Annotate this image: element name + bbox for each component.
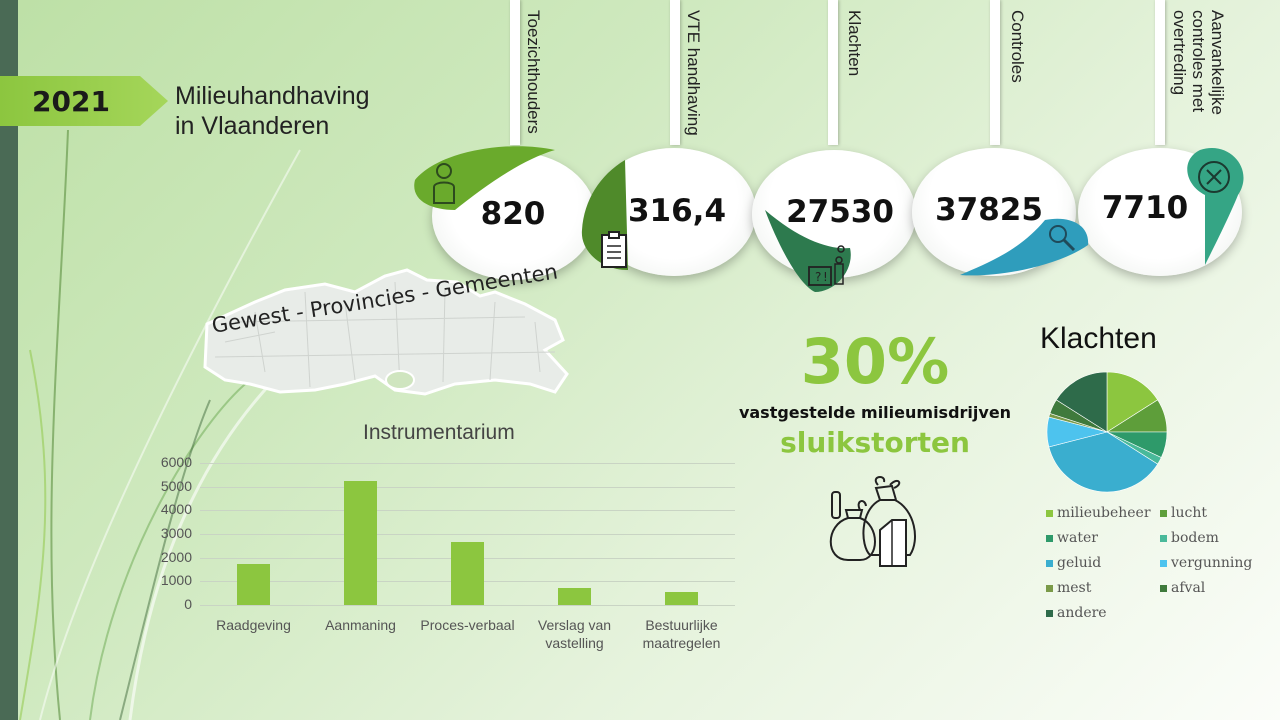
pie-legend-label: bodem [1171,530,1219,546]
hanger-aanvankelijke [1155,0,1165,145]
page-title-line1: Milieuhandhaving [175,82,370,110]
pie-legend-label: afval [1171,580,1206,596]
x-circle-icon [1198,161,1230,193]
stat-swoosh-toezichthouders [414,146,555,210]
magnifier-icon [1049,225,1076,252]
bar-chart-xlabel: Bestuurlijke maatregelen [642,617,721,651]
pie-legend-label: milieubeheer [1057,505,1151,521]
pie-legend-swatch [1046,534,1053,542]
page-title-line2: in Vlaanderen [175,112,330,140]
flanders-map [203,268,569,396]
bar-chart-gridline [200,534,735,535]
stat-value-toezichthouders: 820 [480,196,546,232]
pie-legend-label: andere [1057,605,1107,621]
bar-chart-gridline [200,605,735,606]
stat-swoosh-controles [960,218,1089,276]
bar-chart-ytick: 2000 [160,548,192,565]
pie-slice-geluid [1048,431,1159,493]
bar-chart-ytick: 3000 [160,525,192,541]
bar-chart-bar [237,563,270,605]
person-icon [433,163,455,204]
pie-legend-swatch [1046,509,1053,517]
hanger-klachten [828,0,838,145]
clipboard-icon [601,231,627,268]
stat-label-aanvankelijke: Aanvankelijke controles met overtreding [1170,10,1227,115]
year-tag [0,76,168,126]
svg-text:?: ? [815,270,821,284]
highlight-category: sluikstorten [780,426,970,459]
stat-value-controles: 37825 [935,192,1043,228]
bar-chart-xlabel: Verslag van vastelling [537,617,612,651]
bar-chart-ytick: 5000 [160,477,192,494]
stat-swoosh-klachten [765,210,851,292]
pie-legend-label: vergunning [1171,555,1253,571]
waste-bags-icon [829,476,916,567]
pie-legend-item: vergunning [1160,555,1252,571]
stat-value-vte: 316,4 [627,193,727,229]
stat-value-aanvankelijke: 7710 [1101,190,1189,226]
stat-label-controles: Controles [1008,10,1027,83]
pie-legend-label: lucht [1171,505,1207,521]
bar-chart-ytick: 1000 [160,572,192,589]
pie-legend-swatch [1160,559,1167,567]
pie-legend-label: water [1057,530,1098,546]
year-label: 2021 [32,85,110,118]
complaint-icon: ? ! [808,245,845,286]
pie-legend-item: milieubeheer [1046,505,1151,521]
pie-legend-item: mest [1046,580,1091,596]
map-label-container: Gewest - Provincies - Gemeenten [200,259,560,360]
bar-chart: 0 1000 2000 3000 4000 5000 6000 Raadgeving Aanma… [150,454,740,655]
pie-slice-milieubeheer [1106,371,1159,433]
bar-chart-title: Instrumentarium [363,421,515,444]
pie-legend-swatch [1046,559,1053,567]
hanger-toezichthouders [510,0,520,145]
bar-chart-xlabel: Raadgeving [216,617,291,633]
highlight-percent: 30% [800,325,950,398]
bar-chart-bar [558,588,591,605]
bar-chart-gridline [200,486,735,488]
stat-label-klachten: Klachten [845,10,864,77]
bar-chart-ytick: 6000 [160,454,192,470]
stat-label-vte: VTE handhaving [684,10,703,136]
bar-chart-bar [665,591,698,605]
stat-decorations [414,146,1244,292]
hanger-vte [670,0,680,145]
pie-chart-title: Klachten [1040,322,1157,355]
pie-legend-item: andere [1046,605,1107,621]
stat-value-klachten: 27530 [786,194,894,230]
pie-legend-swatch [1046,609,1053,617]
bar-chart-xlabel: Aanmaning [325,617,396,633]
sidebar-strip [0,0,18,720]
pie-legend-swatch [1046,584,1053,592]
pie-slice-andere [1055,371,1108,433]
pie-legend-item: geluid [1046,555,1101,571]
pie-legend-item: bodem [1160,530,1219,546]
bar-chart-gridline [200,510,735,512]
pie-legend-item: water [1046,530,1098,546]
pie-legend: milieubeheer lucht water bodem geluid vergunn… [1046,505,1266,625]
pie-legend-label: geluid [1057,555,1102,571]
pie-legend-swatch [1160,534,1167,542]
pie-legend-label: mest [1057,580,1092,596]
bar-chart-bar [451,542,484,605]
pie-chart [1046,371,1168,493]
pie-legend-swatch [1160,509,1167,517]
bar-chart-ytick: 0 [184,596,192,612]
bar-chart-gridline [200,463,735,464]
bar-chart-bar [344,480,377,605]
pie-legend-item: afval [1160,580,1205,596]
hanger-controles [990,0,1000,145]
svg-text:!: ! [823,270,828,284]
bar-chart-ytick: 4000 [160,501,192,518]
pie-legend-swatch [1160,584,1167,592]
pie-legend-item: lucht [1160,505,1207,521]
stat-label-toezichthouders: Toezichthouders [524,10,543,134]
highlight-subtitle: vastgestelde milieumisdrijven [738,403,1012,422]
bar-chart-xlabel: Proces-verbaal [420,617,515,633]
